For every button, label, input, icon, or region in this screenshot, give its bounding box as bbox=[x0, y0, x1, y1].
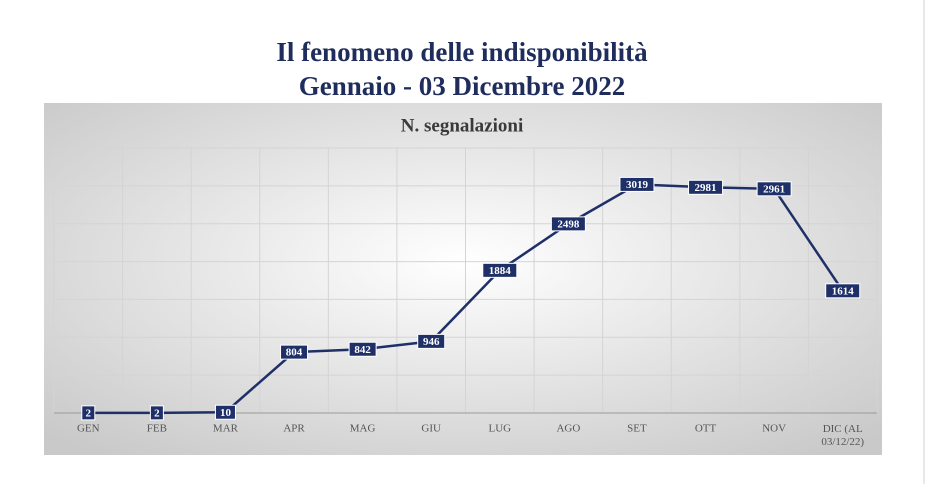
x-tick-label: SET bbox=[627, 423, 647, 435]
x-tick-label: NOV bbox=[762, 423, 786, 435]
x-tick-label: GEN bbox=[77, 423, 100, 435]
data-label-box bbox=[619, 176, 655, 192]
data-label: 842 bbox=[354, 344, 371, 356]
data-label-box bbox=[214, 404, 236, 420]
chart-title: Il fenomeno delle indisponibilità bbox=[276, 37, 648, 67]
x-tick-label: LUG bbox=[488, 423, 511, 435]
data-label: 3019 bbox=[626, 179, 649, 191]
x-tick-label: DIC (AL 03/12/22) bbox=[821, 423, 864, 448]
data-label-box bbox=[688, 179, 724, 195]
data-label-box bbox=[417, 333, 446, 349]
data-label-box bbox=[756, 181, 792, 197]
x-tick-label: MAR bbox=[213, 423, 239, 435]
data-label: 2 bbox=[86, 407, 92, 419]
data-label-box bbox=[348, 341, 377, 357]
x-tick-label: GIU bbox=[421, 423, 441, 435]
x-tick-label: OTT bbox=[695, 423, 717, 435]
data-label: 1884 bbox=[489, 265, 512, 277]
data-label-box bbox=[825, 283, 861, 299]
data-label: 2961 bbox=[763, 183, 785, 195]
data-label: 2 bbox=[154, 407, 160, 419]
plot-title: N. segnalazioni bbox=[401, 115, 523, 136]
data-label-box bbox=[482, 262, 518, 278]
x-tick-label: AGO bbox=[556, 423, 580, 435]
plot-background bbox=[44, 103, 882, 455]
data-label: 10 bbox=[220, 407, 232, 419]
x-tick-label: MAG bbox=[350, 423, 376, 435]
x-tick-label: APR bbox=[283, 423, 305, 435]
chart-subtitle: Gennaio - 03 Dicembre 2022 bbox=[299, 71, 625, 101]
data-label-box bbox=[149, 405, 164, 421]
data-label-box bbox=[280, 344, 309, 360]
data-label: 2981 bbox=[695, 182, 717, 194]
data-label: 804 bbox=[286, 347, 303, 359]
data-label: 2498 bbox=[557, 218, 580, 230]
data-label-box bbox=[550, 216, 586, 232]
x-tick-label: FEB bbox=[147, 423, 167, 435]
data-label-box bbox=[81, 405, 96, 421]
data-label: 946 bbox=[423, 336, 440, 348]
data-label: 1614 bbox=[832, 285, 855, 297]
